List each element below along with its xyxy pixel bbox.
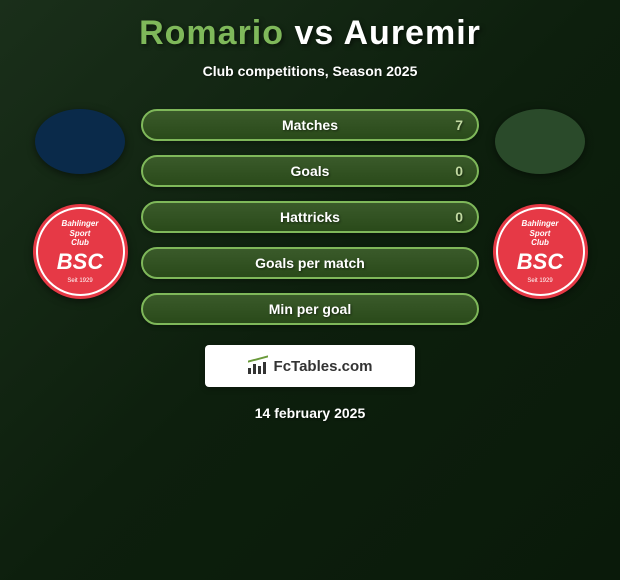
stat-label: Hattricks	[280, 209, 340, 225]
club-name-line3: Club	[531, 238, 549, 248]
stat-row-matches: Matches 7	[141, 109, 479, 141]
title-vs: vs	[294, 14, 334, 52]
club-year: Seit 1929	[527, 278, 552, 284]
player2-club-badge: Bahlinger Sport Club BSC Seit 1929	[493, 204, 588, 299]
title-player1: Romario	[139, 14, 284, 52]
club-name-line2: Sport	[70, 229, 91, 239]
stat-value: 7	[455, 117, 463, 133]
club-name-line1: Bahlinger	[62, 219, 99, 229]
stat-label: Goals	[291, 163, 330, 179]
stat-label: Min per goal	[269, 301, 351, 317]
stat-row-goals: Goals 0	[141, 155, 479, 187]
title-player2: Auremir	[344, 14, 481, 52]
stat-label: Matches	[282, 117, 338, 133]
stat-value: 0	[455, 163, 463, 179]
club-name-line3: Club	[71, 238, 89, 248]
left-column: Bahlinger Sport Club BSC Seit 1929	[20, 109, 140, 299]
right-column: Bahlinger Sport Club BSC Seit 1929	[480, 109, 600, 299]
club-name-line2: Sport	[530, 229, 551, 239]
brand-text: FcTables.com	[274, 358, 373, 375]
page-title: Romario vs Auremir	[139, 14, 481, 53]
date-text: 14 february 2025	[255, 405, 366, 421]
player2-photo	[495, 109, 585, 174]
stat-label: Goals per match	[255, 255, 365, 271]
player1-club-badge: Bahlinger Sport Club BSC Seit 1929	[33, 204, 128, 299]
content-row: Bahlinger Sport Club BSC Seit 1929 Match…	[0, 109, 620, 325]
stat-row-min-per-goal: Min per goal	[141, 293, 479, 325]
club-abbrev: BSC	[57, 249, 103, 275]
comparison-card: Romario vs Auremir Club competitions, Se…	[0, 0, 620, 431]
stat-row-hattricks: Hattricks 0	[141, 201, 479, 233]
stat-value: 0	[455, 209, 463, 225]
brand-badge[interactable]: FcTables.com	[205, 345, 415, 387]
club-name-line1: Bahlinger	[522, 219, 559, 229]
player1-photo	[35, 109, 125, 174]
subtitle: Club competitions, Season 2025	[203, 63, 418, 79]
stat-row-goals-per-match: Goals per match	[141, 247, 479, 279]
club-abbrev: BSC	[517, 249, 563, 275]
club-year: Seit 1929	[67, 278, 92, 284]
chart-icon	[248, 358, 268, 374]
stats-list: Matches 7 Goals 0 Hattricks 0 Goals per …	[140, 109, 480, 325]
